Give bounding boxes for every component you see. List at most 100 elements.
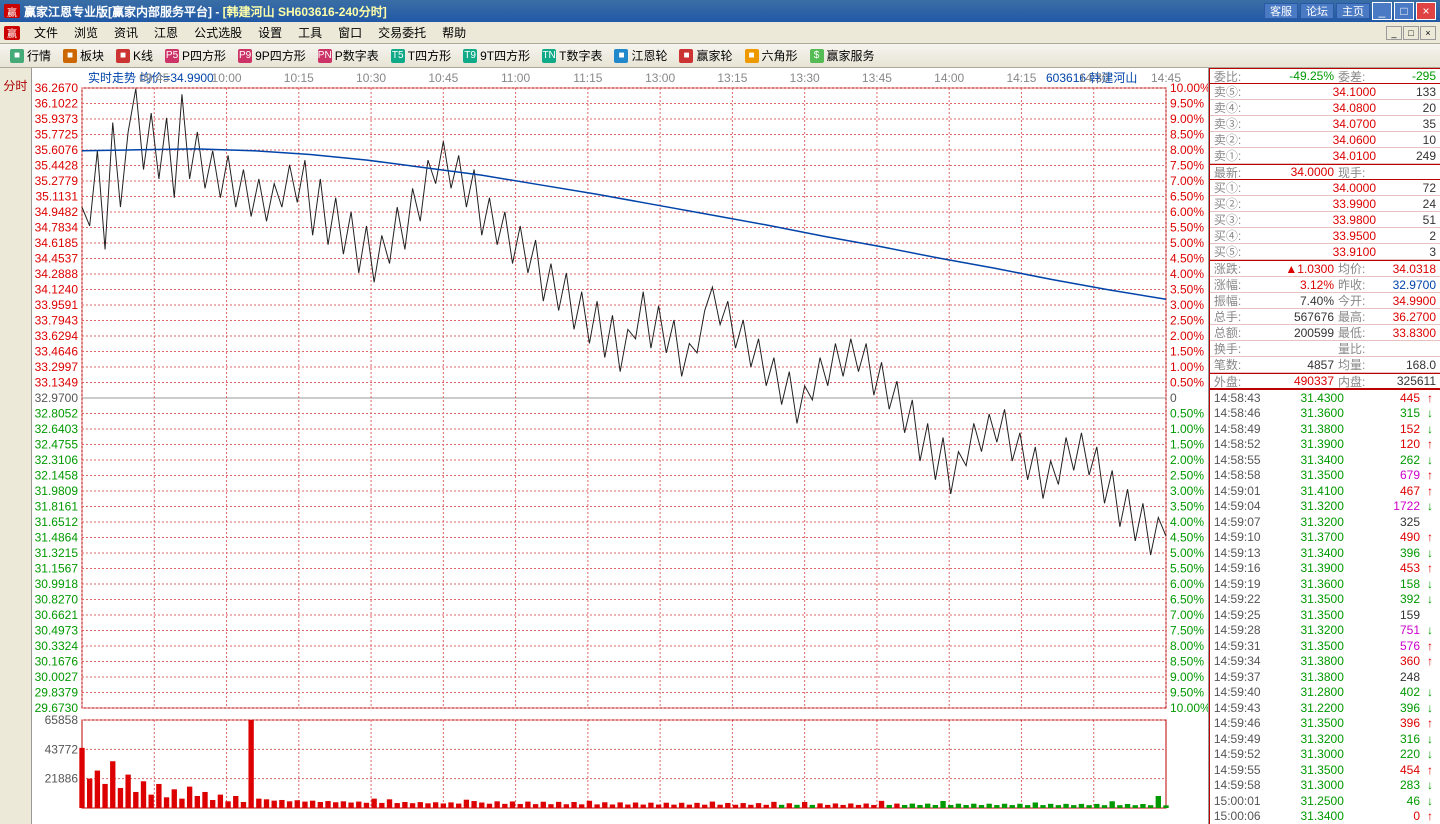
menu-江恩[interactable]: 江恩 — [146, 24, 186, 42]
tick-time: 14:59:16 — [1214, 561, 1274, 575]
pan-v2: 325611 — [1376, 374, 1436, 388]
menu-帮助[interactable]: 帮助 — [434, 24, 474, 42]
menu-资讯[interactable]: 资讯 — [106, 24, 146, 42]
tick-vol: 751 — [1344, 623, 1420, 637]
tick-arrow: ↓ — [1424, 422, 1436, 436]
tick-row: 14:58:4631.3600315↓ — [1210, 406, 1440, 422]
tool-江恩轮[interactable]: ■江恩轮 — [610, 47, 671, 64]
app-icon: 赢 — [4, 4, 20, 18]
tick-price: 31.4100 — [1274, 484, 1344, 498]
ask-label: 卖①: — [1214, 147, 1252, 164]
tool-icon: ■ — [116, 49, 130, 63]
tool-icon: T5 — [391, 49, 405, 63]
svg-text:5.50%: 5.50% — [1170, 562, 1204, 576]
tick-time: 14:59:13 — [1214, 546, 1274, 560]
tick-time: 14:58:49 — [1214, 422, 1274, 436]
menu-交易委托[interactable]: 交易委托 — [370, 24, 434, 42]
tick-arrow: ↓ — [1424, 623, 1436, 637]
svg-text:34.6185: 34.6185 — [34, 236, 78, 250]
titlebar: 赢 赢家江恩专业版[赢家内部服务平台] - [韩建河山 SH603616-240… — [0, 0, 1440, 22]
tick-arrow: ↓ — [1424, 592, 1436, 606]
tick-arrow: ↓ — [1424, 685, 1436, 699]
ask-label: 卖③: — [1214, 115, 1252, 132]
svg-text:10:30: 10:30 — [356, 71, 386, 85]
tool-K线[interactable]: ■K线 — [112, 47, 157, 64]
tool-9T四方形[interactable]: T99T四方形 — [459, 47, 534, 64]
svg-text:35.4428: 35.4428 — [34, 159, 78, 173]
tick-arrow: ↓ — [1424, 406, 1436, 420]
close-button[interactable]: × — [1416, 2, 1436, 20]
titlebar-link-论坛[interactable]: 论坛 — [1300, 3, 1334, 19]
svg-text:5.00%: 5.00% — [1170, 236, 1204, 250]
ask-price: 34.0100 — [1252, 149, 1376, 163]
bid-vol: 72 — [1376, 181, 1436, 195]
tick-price: 31.3900 — [1274, 437, 1344, 451]
tick-row: 14:59:2831.3200751↓ — [1210, 623, 1440, 639]
tick-price: 31.3200 — [1274, 732, 1344, 746]
mdi-minimize-button[interactable]: _ — [1386, 26, 1402, 40]
menu-文件[interactable]: 文件 — [26, 24, 66, 42]
tick-price: 31.3000 — [1274, 778, 1344, 792]
stat-l: 换手: — [1214, 340, 1252, 357]
tool-label: T数字表 — [559, 47, 602, 64]
svg-text:3.00%: 3.00% — [1170, 298, 1204, 312]
stat-l2: 昨收: — [1338, 276, 1376, 293]
svg-text:2.50%: 2.50% — [1170, 314, 1204, 328]
menu-工具[interactable]: 工具 — [290, 24, 330, 42]
tick-vol: 0 — [1344, 809, 1420, 823]
tool-板块[interactable]: ■板块 — [59, 47, 108, 64]
menubar: 赢 文件浏览资讯江恩公式选股设置工具窗口交易委托帮助 _ □ × — [0, 22, 1440, 44]
left-tab-timeshare[interactable]: 分时 — [0, 68, 32, 824]
chart-area[interactable]: 实时走势 均价=34.9900603616 韩建河山36.267010.00%3… — [32, 68, 1209, 824]
tick-time: 14:59:07 — [1214, 515, 1274, 529]
tool-P四方形[interactable]: P5P四方形 — [161, 47, 230, 64]
tool-赢家服务[interactable]: $赢家服务 — [806, 47, 879, 64]
tool-行情[interactable]: ■行情 — [6, 47, 55, 64]
tick-time: 14:59:10 — [1214, 530, 1274, 544]
menu-公式选股[interactable]: 公式选股 — [186, 24, 250, 42]
svg-text:34.1240: 34.1240 — [34, 283, 78, 297]
svg-text:32.3106: 32.3106 — [34, 453, 78, 467]
tick-price: 31.3200 — [1274, 515, 1344, 529]
tool-T数字表[interactable]: TNT数字表 — [538, 47, 606, 64]
pan-l: 外盘: — [1214, 373, 1252, 390]
menu-窗口[interactable]: 窗口 — [330, 24, 370, 42]
svg-text:34.4537: 34.4537 — [34, 252, 78, 266]
tick-time: 14:59:01 — [1214, 484, 1274, 498]
tool-label: 9T四方形 — [480, 47, 530, 64]
svg-text:4.50%: 4.50% — [1170, 252, 1204, 266]
tick-row: 14:59:5831.3000283↓ — [1210, 778, 1440, 794]
tool-T四方形[interactable]: T5T四方形 — [387, 47, 455, 64]
svg-text:3.50%: 3.50% — [1170, 283, 1204, 297]
latest-price: 34.0000 — [1252, 165, 1334, 179]
svg-text:7.00%: 7.00% — [1170, 174, 1204, 188]
svg-text:09:45: 09:45 — [139, 71, 169, 85]
svg-text:11:15: 11:15 — [573, 71, 602, 85]
tool-icon: ■ — [679, 49, 693, 63]
menu-浏览[interactable]: 浏览 — [66, 24, 106, 42]
mdi-close-button[interactable]: × — [1420, 26, 1436, 40]
tool-六角形[interactable]: ■六角形 — [741, 47, 802, 64]
stat-v: ▲1.0300 — [1252, 262, 1334, 276]
maximize-button[interactable]: □ — [1394, 2, 1414, 20]
tool-赢家轮[interactable]: ■赢家轮 — [675, 47, 736, 64]
tick-row: 14:59:1331.3400396↓ — [1210, 545, 1440, 561]
tick-row: 14:58:5531.3400262↓ — [1210, 452, 1440, 468]
stat-v2: 33.8300 — [1376, 326, 1436, 340]
minimize-button[interactable]: _ — [1372, 2, 1392, 20]
tick-vol: 325 — [1344, 515, 1420, 529]
stat-l2: 均量: — [1338, 356, 1376, 373]
titlebar-link-主页[interactable]: 主页 — [1336, 3, 1370, 19]
tool-icon: TN — [542, 49, 556, 63]
titlebar-link-客服[interactable]: 客服 — [1264, 3, 1298, 19]
tool-P数字表[interactable]: PNP数字表 — [314, 47, 383, 64]
menu-设置[interactable]: 设置 — [250, 24, 290, 42]
tick-row: 14:59:2531.3500159 — [1210, 607, 1440, 623]
tick-price: 31.3500 — [1274, 716, 1344, 730]
mdi-restore-button[interactable]: □ — [1403, 26, 1419, 40]
svg-text:4.50%: 4.50% — [1170, 531, 1204, 545]
bid-price: 33.9900 — [1252, 197, 1376, 211]
tick-arrow: ↑ — [1424, 763, 1436, 777]
tool-9P四方形[interactable]: P99P四方形 — [234, 47, 310, 64]
tick-time: 14:59:37 — [1214, 670, 1274, 684]
